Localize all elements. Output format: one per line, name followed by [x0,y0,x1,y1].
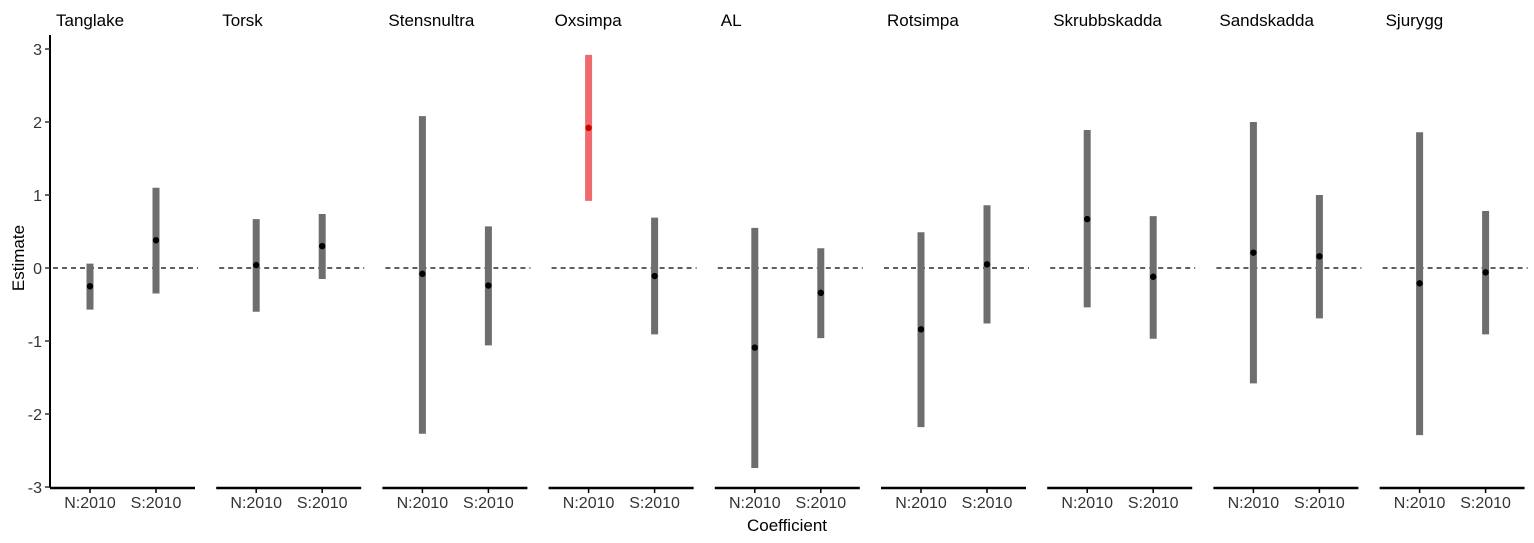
x-tick-label: N:2010 [230,495,282,512]
estimate-point [651,272,658,280]
x-tick-label: S:2010 [1128,495,1179,512]
estimate-point [1482,269,1489,276]
estimate-point [319,242,326,250]
facet-panel: Rotsimpa N:2010 S:2010 [881,11,1029,512]
estimate-point [253,261,260,269]
panel-title: Sandskadda [1219,11,1314,30]
estimate-point [1416,280,1423,287]
panel-title: Torsk [222,11,263,30]
estimate-point [1084,215,1091,223]
x-tick-label: N:2010 [1061,495,1113,512]
estimate-point [1250,249,1257,256]
x-tick-label: N:2010 [1228,495,1280,512]
estimate-point [983,261,991,268]
x-tick-label: N:2010 [563,495,615,512]
estimate-point [419,270,426,278]
y-tick-label: -3 [28,480,42,497]
estimate-point [1150,273,1157,280]
y-tick-label: -2 [28,407,42,424]
x-tick-label: S:2010 [297,495,348,512]
facet-panel: Tanglake N:2010 S:2010 [50,11,198,512]
x-tick-label: N:2010 [729,495,781,512]
x-tick-label: S:2010 [962,495,1013,512]
facet-panel: Sjurygg N:2010 S:2010 [1379,11,1528,512]
y-tick-label: 3 [33,42,42,59]
facet-panel: AL N:2010 S:2010 [714,11,863,512]
panel-title: Stensnultra [388,11,475,30]
y-tick-label: -1 [28,334,42,351]
panel-title: Skrubbskadda [1053,11,1162,30]
x-tick-label: N:2010 [397,495,449,512]
estimate-point [751,344,758,351]
x-tick-label: S:2010 [629,495,680,512]
y-axis: 3 2 1 0 -1 -2 -3 [28,35,51,497]
x-tick-label: S:2010 [795,495,846,512]
x-tick-label: S:2010 [131,495,182,512]
y-tick-label: 1 [33,188,42,205]
panel-title: Oxsimpa [555,11,623,30]
panel-title: Sjurygg [1386,11,1444,30]
estimate-point [585,124,592,132]
facet-panel: Skrubbskadda N:2010 S:2010 [1047,11,1196,512]
facet-panel: Stensnultra N:2010 S:2010 [382,11,531,512]
x-tick-label: S:2010 [1460,495,1511,512]
x-tick-label: N:2010 [1394,495,1446,512]
estimate-point [817,289,824,297]
estimate-point [86,283,94,290]
x-tick-label: S:2010 [1294,495,1345,512]
panel-title: Rotsimpa [887,11,959,30]
x-axis-title: Coefficient [747,516,827,535]
x-tick-label: N:2010 [64,495,116,512]
estimate-point [152,237,160,244]
x-tick-label: S:2010 [463,495,514,512]
facet-panel: Torsk N:2010 S:2010 [216,11,365,512]
y-axis-title: Estimate [9,225,28,291]
panel-title: AL [721,11,742,30]
facet-panel: Oxsimpa N:2010 S:2010 [548,11,697,512]
y-tick-label: 0 [33,261,42,278]
facet-panel: Sandskadda N:2010 S:2010 [1213,11,1362,512]
x-tick-label: N:2010 [895,495,947,512]
y-tick-label: 2 [33,115,42,132]
estimate-point [1316,253,1323,260]
estimate-point [917,326,925,333]
estimate-point [485,282,492,289]
panel-title: Tanglake [56,11,124,30]
